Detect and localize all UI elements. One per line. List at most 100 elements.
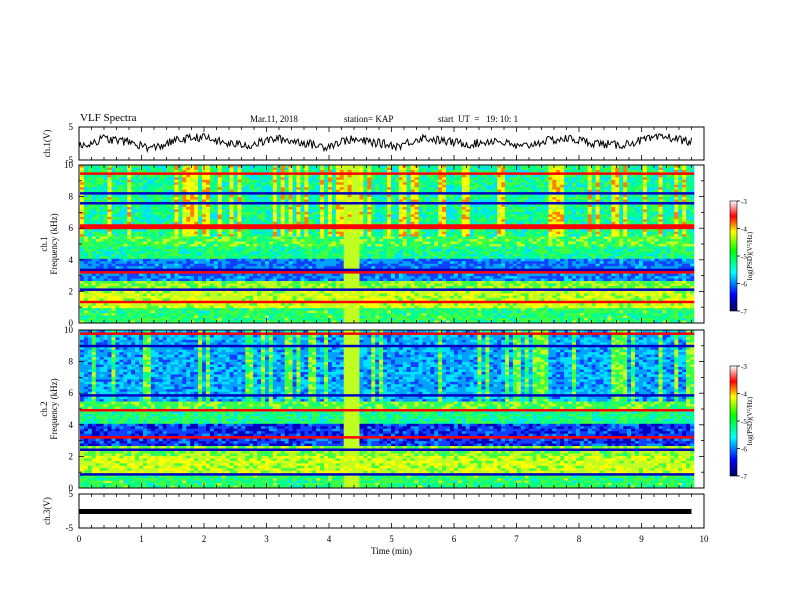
ch1-spectrogram-cell bbox=[406, 226, 411, 230]
ch1-spectrogram-cell bbox=[320, 236, 325, 240]
ch1-spectrogram-cell bbox=[359, 216, 364, 220]
ch1-spectrogram-cell bbox=[284, 199, 289, 203]
ch1-spectrogram-cell bbox=[339, 229, 345, 232]
ch1-spectrogram-cell bbox=[276, 192, 282, 195]
ch1-spectrogram-cell bbox=[296, 169, 301, 173]
ch1-spectrogram-cell bbox=[363, 216, 368, 220]
ch1-spectrogram-cell bbox=[394, 172, 400, 176]
ch1-spectrogram-cell bbox=[296, 202, 301, 205]
ch1-spectrogram-cell bbox=[87, 174, 93, 178]
ch1-spectrogram-cell bbox=[343, 239, 348, 242]
ch1-spectrogram-cell bbox=[111, 231, 116, 235]
ch1-spectrogram-cell bbox=[658, 229, 663, 232]
ch1-spectrogram-cell bbox=[209, 234, 215, 237]
ch1-spectrogram-cell bbox=[591, 216, 596, 220]
ch1-spectrogram-cell bbox=[520, 172, 526, 176]
ch1-spectrogram-cell bbox=[158, 179, 163, 183]
ch1-spectrogram-cell bbox=[229, 234, 234, 237]
ch1-spectrogram-cell bbox=[650, 209, 655, 213]
ch1-spectrogram-cell bbox=[638, 172, 644, 176]
ch1-spectrogram-cell bbox=[575, 169, 581, 173]
ch1-spectrogram-cell bbox=[284, 204, 289, 208]
ch1-spectrogram-cell bbox=[237, 226, 242, 230]
ch1-spectrogram-cell bbox=[351, 209, 356, 213]
ch1-spectrogram-cell bbox=[650, 165, 655, 168]
ch1-spectrogram-cell bbox=[225, 172, 230, 176]
ch1-spectrogram-cell bbox=[225, 209, 230, 213]
ch1-spectrogram-cell bbox=[575, 211, 581, 215]
ch1-spectrogram-cell bbox=[146, 182, 152, 186]
ch1-spectrogram-cell bbox=[268, 239, 274, 242]
ch1-spectrogram-cell bbox=[509, 187, 514, 190]
ch1-spectrogram-cell bbox=[95, 174, 100, 178]
ch1-spectrogram-cell bbox=[162, 219, 167, 223]
ch1-spectrogram-cell bbox=[343, 167, 348, 171]
ch1-spectrogram-cell bbox=[493, 211, 498, 215]
ch1-spectrogram-cell bbox=[135, 204, 140, 208]
ch1-spectrogram-cell bbox=[276, 224, 282, 228]
ch1-spectrogram-cell bbox=[123, 236, 128, 240]
ch1-spectrogram-cell bbox=[615, 229, 620, 232]
ch1-spectrogram-cell bbox=[642, 224, 648, 228]
ch1-spectrogram-cell bbox=[532, 189, 537, 193]
ch1-spectrogram-cell bbox=[142, 209, 148, 213]
ch1-spectrogram-cell bbox=[489, 172, 494, 176]
ch1-spectrogram-cell bbox=[379, 234, 384, 237]
ch1-spectrogram-cell bbox=[528, 184, 533, 188]
ch1-spectrogram-cell bbox=[501, 224, 506, 228]
ch1-spectrogram-cell bbox=[528, 234, 533, 237]
ch1-spectrogram-cell bbox=[304, 231, 309, 235]
ch1-spectrogram-cell bbox=[501, 231, 506, 235]
ch1-spectrogram-cell bbox=[516, 197, 522, 200]
ch1-spectrogram-cell bbox=[284, 197, 289, 200]
ch1-spectrogram-cell bbox=[544, 206, 549, 210]
ch1-spectrogram-cell bbox=[371, 177, 376, 181]
ch1-spectrogram-cell bbox=[91, 241, 97, 245]
ch1-spectrogram-cell bbox=[158, 187, 163, 190]
ch1-spectrogram-cell bbox=[91, 184, 97, 188]
ch1-spectrogram-cell bbox=[414, 174, 419, 178]
ch1-spectrogram-cell bbox=[398, 197, 404, 200]
ch1-spectrogram-cell bbox=[410, 221, 415, 225]
ch1-spectrogram-cell bbox=[390, 211, 396, 215]
ch1-spectrogram-cell bbox=[186, 202, 191, 205]
ch1-spectrogram-cell bbox=[453, 221, 459, 225]
ch1-spectrogram-cell bbox=[422, 192, 427, 195]
ch1-spectrogram-cell bbox=[438, 194, 443, 198]
ch1-spectrogram-cell bbox=[544, 182, 549, 186]
ch1-spectrogram-cell bbox=[631, 219, 636, 223]
ch1-spectrogram-cell bbox=[426, 189, 431, 193]
ch1-spectrogram-cell bbox=[505, 214, 510, 218]
ch1-spectrogram-cell bbox=[634, 194, 640, 198]
ch1-spectrogram-cell bbox=[131, 182, 136, 186]
ch1-spectrogram-cell bbox=[233, 184, 238, 188]
ch1-spectrogram-cell bbox=[540, 189, 545, 193]
ch1-spectrogram-cell bbox=[162, 231, 167, 235]
ch1-spectrogram-cell bbox=[453, 204, 459, 208]
ch1-spectrogram-cell bbox=[666, 167, 671, 171]
ch1-spectrogram-cell bbox=[229, 167, 234, 171]
ch1-spectrogram-cell bbox=[560, 167, 565, 171]
ch1-spectrogram-cell bbox=[142, 182, 148, 186]
ch1-spectrogram-cell bbox=[520, 211, 526, 215]
ch1-spectrogram-cell bbox=[410, 192, 415, 195]
ch1-spectrogram-cell bbox=[245, 231, 250, 235]
ch1-spectrogram-cell bbox=[603, 172, 608, 176]
ch1-spectrogram-cell bbox=[666, 214, 671, 218]
ch1-spectrogram-cell bbox=[375, 184, 380, 188]
ch1-spectrogram-cell bbox=[575, 224, 581, 228]
ch1-spectrogram-cell bbox=[339, 231, 345, 235]
ch1-spectrogram-cell bbox=[146, 234, 152, 237]
ch1-spectrogram-cell bbox=[446, 234, 451, 237]
ch1-spectrogram-cell bbox=[190, 182, 195, 186]
ch1-spectrogram-cell bbox=[233, 172, 238, 176]
ch1-spectrogram-cell bbox=[324, 214, 329, 218]
ch1-spectrogram-cell bbox=[359, 197, 364, 200]
ch1-spectrogram-cell bbox=[202, 182, 207, 186]
ch1-spectrogram-cell bbox=[575, 204, 581, 208]
ch1-spectrogram-cell bbox=[390, 172, 396, 176]
ch1-spectrogram-cell bbox=[438, 187, 443, 190]
ch1-spectrogram-cell bbox=[272, 179, 278, 183]
ch1-spectrogram-cell bbox=[619, 226, 624, 230]
ch1-spectrogram-cell bbox=[111, 177, 116, 181]
